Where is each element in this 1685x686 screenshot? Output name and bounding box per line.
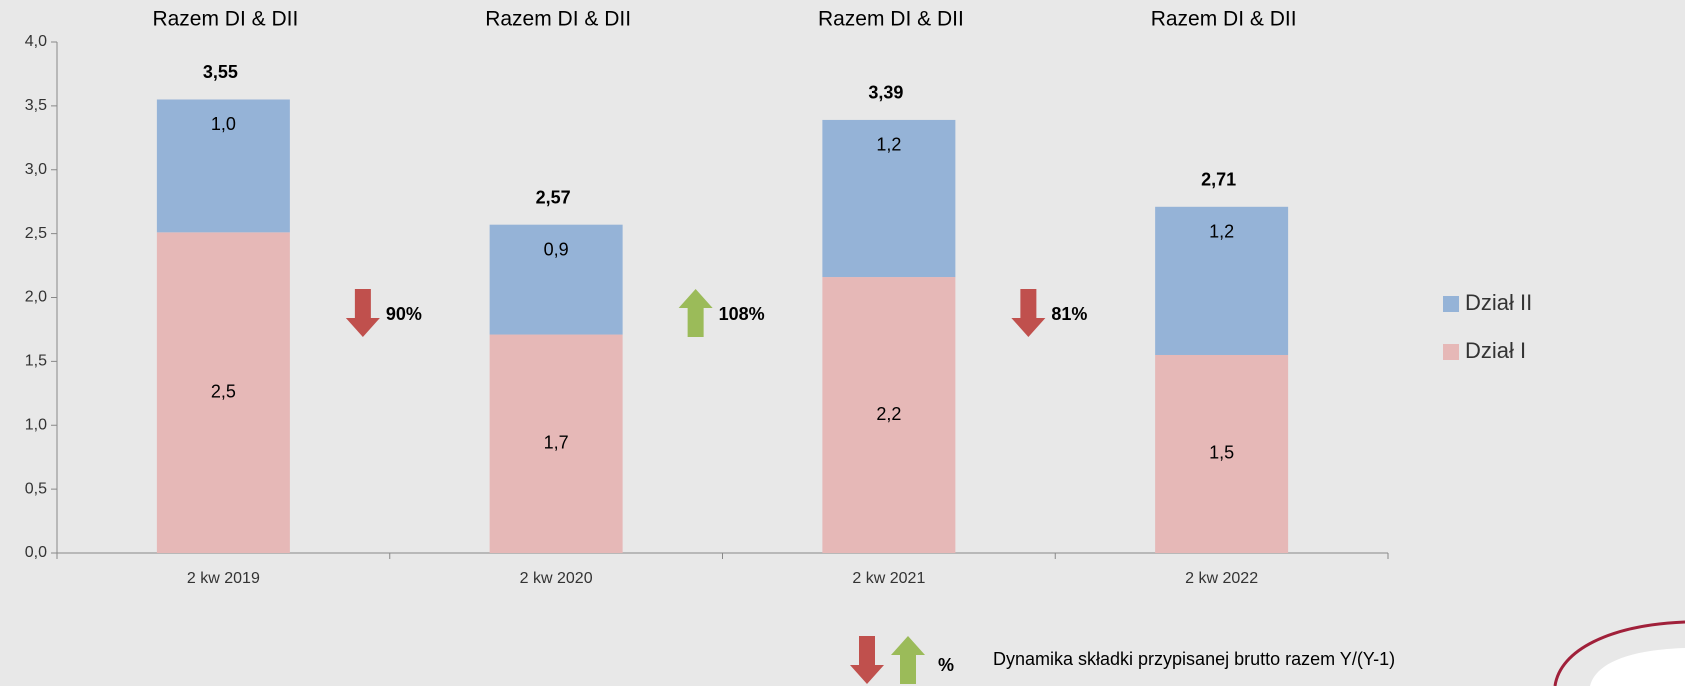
- total-label: 2,71: [1201, 170, 1236, 190]
- value-label: 1,2: [876, 135, 901, 155]
- legend-label: Dział I: [1465, 338, 1526, 363]
- bar-segment: [822, 119, 956, 278]
- x-tick-label: 2 kw 2022: [1185, 570, 1258, 587]
- x-tick-label: 2 kw 2019: [187, 570, 260, 587]
- change-label: 81%: [1051, 304, 1087, 324]
- column-title: Razem DI & DII: [818, 8, 964, 31]
- change-label: 90%: [386, 304, 422, 324]
- footnote-arrow-up: [891, 636, 925, 684]
- logo-arc: [1553, 620, 1685, 686]
- footnote-symbol: %: [938, 655, 954, 675]
- x-tick-label: 2 kw 2020: [520, 570, 593, 587]
- value-label: 1,2: [1209, 222, 1234, 242]
- logo-shape: [1590, 648, 1685, 686]
- column-title: Razem DI & DII: [485, 8, 631, 31]
- x-tick-label: 2 kw 2021: [852, 570, 925, 587]
- change-arrow: [1011, 289, 1046, 337]
- column-title: Razem DI & DII: [152, 8, 298, 31]
- change-label: 108%: [719, 304, 765, 324]
- footnote-arrow-down: [850, 636, 884, 684]
- y-tick-label: 0,0: [25, 544, 47, 561]
- value-label: 2,5: [211, 381, 236, 401]
- value-label: 2,2: [876, 404, 901, 424]
- bar-segment: [1155, 206, 1289, 355]
- y-tick-label: 1,0: [25, 416, 47, 433]
- y-tick-label: 3,0: [25, 161, 47, 178]
- value-label: 1,5: [1209, 443, 1234, 463]
- total-label: 3,39: [868, 83, 903, 103]
- bar-segment: [822, 277, 956, 553]
- value-label: 1,7: [544, 433, 569, 453]
- bar-segment: [1155, 354, 1289, 553]
- y-tick-label: 3,5: [25, 97, 47, 114]
- change-arrow: [678, 289, 713, 337]
- total-label: 2,57: [536, 187, 571, 207]
- bar-segment: [489, 224, 623, 335]
- legend-swatch: [1443, 296, 1459, 312]
- bar-segment: [489, 334, 623, 553]
- y-tick-label: 4,0: [25, 33, 47, 50]
- y-tick-label: 2,5: [25, 225, 47, 242]
- value-label: 0,9: [544, 239, 569, 259]
- value-label: 1,0: [211, 114, 236, 134]
- bar-segment: [156, 99, 290, 233]
- bar-segment: [156, 232, 290, 553]
- footnote-text: Dynamika składki przypisanej brutto raze…: [993, 649, 1395, 669]
- y-tick-label: 0,5: [25, 480, 47, 497]
- change-arrow: [345, 289, 380, 337]
- legend-swatch: [1443, 344, 1459, 360]
- legend-label: Dział II: [1465, 290, 1532, 315]
- y-tick-label: 1,5: [25, 353, 47, 370]
- total-label: 3,55: [203, 62, 238, 82]
- y-tick-label: 2,0: [25, 289, 47, 306]
- column-title: Razem DI & DII: [1151, 8, 1297, 31]
